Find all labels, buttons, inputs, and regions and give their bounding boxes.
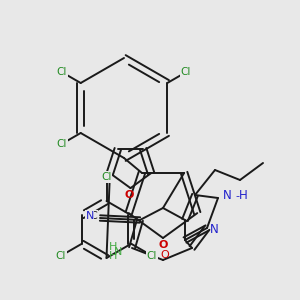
Text: Cl: Cl (101, 172, 112, 182)
Text: Cl: Cl (181, 67, 191, 77)
Text: N: N (210, 223, 219, 236)
Text: N: N (223, 189, 232, 202)
Text: Cl: Cl (147, 251, 157, 261)
Text: O: O (160, 250, 169, 260)
Text: H: H (109, 242, 118, 251)
Text: O: O (124, 190, 134, 200)
Text: O: O (158, 240, 168, 250)
Text: Cl: Cl (57, 67, 67, 77)
Text: H: H (109, 251, 118, 261)
Text: Cl: Cl (57, 139, 67, 149)
Text: N: N (85, 211, 94, 220)
Text: H: H (239, 189, 248, 202)
Text: N: N (114, 247, 123, 256)
Text: -: - (236, 190, 239, 201)
Text: C: C (89, 211, 97, 220)
Text: Cl: Cl (56, 251, 66, 261)
